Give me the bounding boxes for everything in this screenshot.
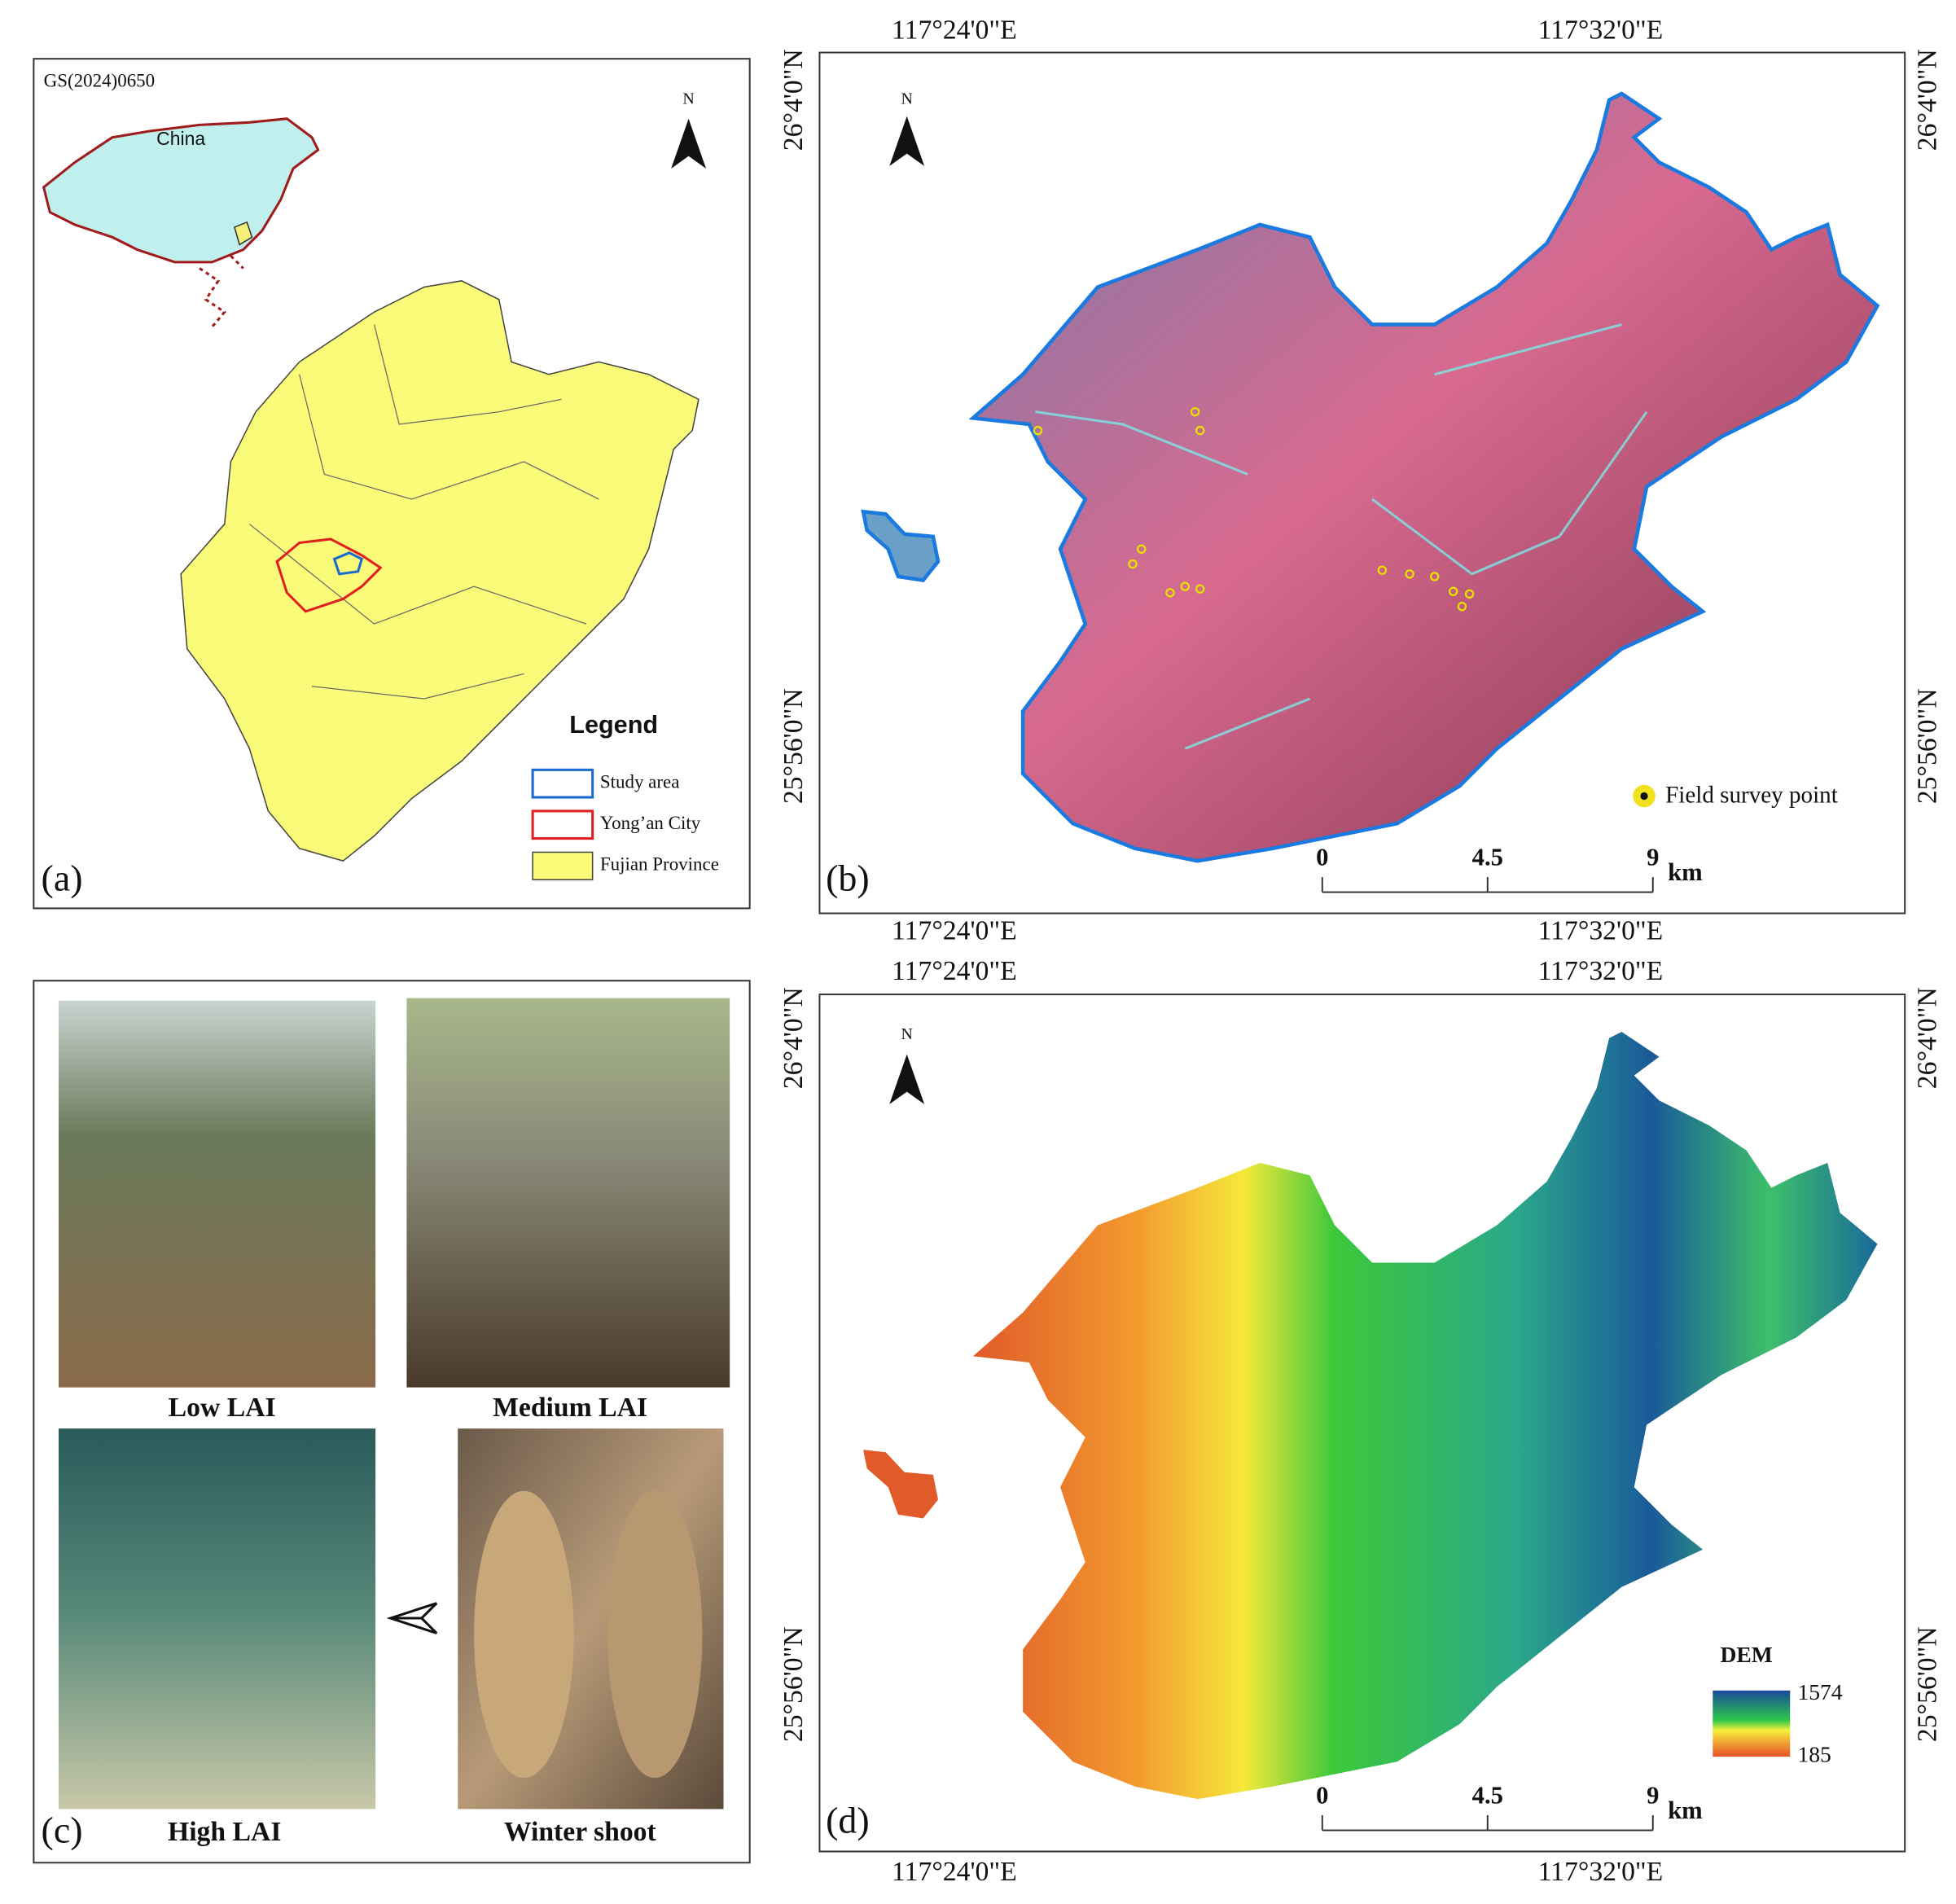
dem-map bbox=[863, 1450, 938, 1519]
study-area bbox=[332, 551, 364, 576]
legend-swatch bbox=[531, 809, 594, 840]
dem-map bbox=[972, 1032, 1878, 1800]
photo-caption: Winter shoot bbox=[504, 1817, 657, 1847]
lon-label: 117°32'0"E bbox=[1538, 15, 1664, 46]
satellite-image bbox=[973, 94, 1878, 861]
lat-label: 26°4'0"N bbox=[1913, 49, 1943, 151]
panel-label: (a) bbox=[42, 858, 83, 899]
scale-unit: km bbox=[1668, 1797, 1703, 1824]
north-label: N bbox=[901, 90, 912, 107]
scale-tick-label: 4.5 bbox=[1472, 1782, 1503, 1810]
islands bbox=[199, 255, 244, 328]
north-label: N bbox=[682, 90, 694, 107]
panel-d-frame bbox=[818, 994, 1906, 1853]
photo bbox=[58, 1000, 376, 1388]
lat-label: 25°56'0"N bbox=[778, 1626, 809, 1742]
scale-bar: 0 4.5 9 km bbox=[1316, 844, 1703, 893]
scale-tick-label: 9 bbox=[1647, 844, 1659, 871]
panel-label: (c) bbox=[42, 1810, 83, 1851]
scale-unit: km bbox=[1668, 858, 1703, 886]
fujian-inset bbox=[234, 221, 253, 246]
legend-swatch bbox=[531, 768, 594, 799]
lon-label: 117°24'0"E bbox=[892, 956, 1017, 986]
lon-label: 117°24'0"E bbox=[892, 1857, 1017, 1887]
lat-label: 25°56'0"N bbox=[1913, 1626, 1943, 1742]
legend-item: Yong’an City bbox=[600, 813, 701, 833]
lon-label: 117°32'0"E bbox=[1538, 916, 1664, 946]
photo-caption: High LAI bbox=[168, 1817, 281, 1847]
photo bbox=[58, 1428, 376, 1810]
county-borders bbox=[248, 324, 599, 700]
dem-colorbar bbox=[1713, 1690, 1791, 1757]
scale-bar: 0 4.5 9 km bbox=[1316, 1782, 1703, 1832]
panel-label: (b) bbox=[826, 858, 870, 899]
dem-max: 1574 bbox=[1797, 1679, 1842, 1704]
shoot bbox=[474, 1490, 574, 1779]
scale-tick-label: 9 bbox=[1647, 1782, 1659, 1810]
north-arrow bbox=[889, 116, 925, 166]
lon-label: 117°32'0"E bbox=[1538, 1857, 1664, 1887]
fujian-province bbox=[180, 280, 700, 862]
lon-label: 117°32'0"E bbox=[1538, 956, 1664, 986]
rivers bbox=[1035, 322, 1648, 750]
lat-label: 25°56'0"N bbox=[1913, 688, 1943, 804]
survey-points bbox=[1033, 406, 1475, 612]
lat-label: 26°4'0"N bbox=[778, 49, 809, 151]
legend-item: Field survey point bbox=[1665, 783, 1838, 809]
scale-tick-label: 4.5 bbox=[1472, 844, 1503, 871]
map-code: GS(2024)0650 bbox=[44, 71, 156, 91]
legend-title: Legend bbox=[569, 711, 658, 739]
lat-label: 26°4'0"N bbox=[778, 987, 809, 1089]
panel-label: (d) bbox=[826, 1799, 870, 1840]
yongan-city bbox=[275, 537, 383, 613]
photo bbox=[406, 998, 730, 1388]
dem-min: 185 bbox=[1797, 1741, 1831, 1766]
panel-b-frame bbox=[818, 51, 1906, 915]
arrow bbox=[386, 1602, 438, 1634]
photo-caption: Low LAI bbox=[169, 1393, 276, 1423]
china-outline bbox=[42, 117, 320, 264]
north-arrow bbox=[889, 1054, 925, 1104]
inset-label: China bbox=[156, 128, 205, 149]
lat-label: 25°56'0"N bbox=[778, 688, 809, 804]
panel-c-frame bbox=[33, 980, 751, 1864]
dem-legend-title: DEM bbox=[1720, 1642, 1772, 1667]
photo-caption: Medium LAI bbox=[493, 1393, 647, 1423]
scale-tick-label: 0 bbox=[1316, 844, 1328, 871]
north-arrow bbox=[671, 118, 707, 169]
lon-label: 117°24'0"E bbox=[892, 916, 1017, 946]
lon-label: 117°24'0"E bbox=[892, 15, 1017, 46]
satellite-image bbox=[863, 511, 938, 580]
panel-a-frame bbox=[33, 58, 751, 910]
legend-item: Study area bbox=[600, 771, 680, 792]
shoot bbox=[607, 1490, 703, 1779]
scale-tick-label: 0 bbox=[1316, 1782, 1328, 1810]
lat-label: 26°4'0"N bbox=[1913, 987, 1943, 1089]
north-label: N bbox=[901, 1025, 912, 1043]
legend-swatch bbox=[532, 851, 594, 880]
legend-item: Fujian Province bbox=[600, 854, 719, 875]
legend-point bbox=[1640, 792, 1648, 801]
